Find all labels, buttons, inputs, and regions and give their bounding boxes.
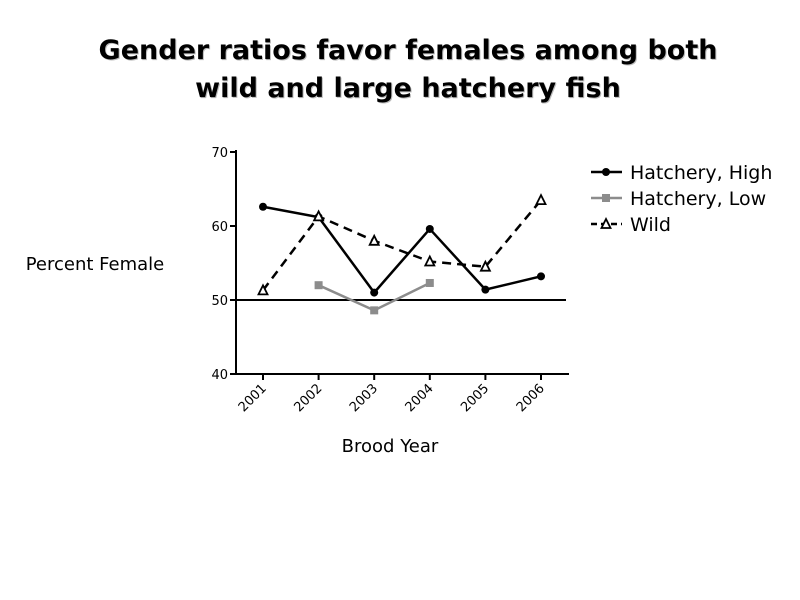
legend-swatch-marker-hatchery-low xyxy=(602,194,610,202)
x-tick-label-2004: 2004 xyxy=(403,381,437,415)
legend-label-hatchery-high: Hatchery, High xyxy=(630,162,772,184)
y-axis-label: Percent Female xyxy=(26,254,165,275)
data-point-hatchery-low-2002 xyxy=(314,281,323,290)
legend-item-wild: Wild xyxy=(591,214,671,236)
legend-label-wild: Wild xyxy=(630,214,671,236)
data-point-hatchery-high-2001 xyxy=(259,202,267,211)
data-point-hatchery-high-2005 xyxy=(481,285,490,294)
series-hatchery-low xyxy=(314,278,434,315)
data-point-wild-2004 xyxy=(423,254,436,267)
legend: Hatchery, High Hatchery, Low Wild xyxy=(591,162,772,236)
y-tick-label-70: 70 xyxy=(211,146,228,161)
x-tick-label-2002: 2002 xyxy=(291,381,325,415)
chart-title-line-2: wild and large hatchery fish xyxy=(195,73,621,104)
series-line-wild xyxy=(262,199,542,292)
series-hatchery-high xyxy=(259,202,545,297)
legend-swatch-marker-wild xyxy=(600,216,612,229)
series-line-hatchery-low xyxy=(318,281,431,312)
x-tick-label-2001: 2001 xyxy=(236,381,270,415)
y-tick-label-40: 40 xyxy=(211,368,228,383)
legend-swatch-marker-hatchery-high xyxy=(602,168,610,176)
series-wild xyxy=(257,193,547,296)
legend-label-hatchery-low: Hatchery, Low xyxy=(630,188,766,210)
chart-title: Gender ratios favor females among both w… xyxy=(0,32,800,108)
legend-item-hatchery-low: Hatchery, Low xyxy=(591,188,766,210)
x-tick-label-2005: 2005 xyxy=(458,381,492,415)
data-point-hatchery-high-2003 xyxy=(370,288,379,297)
data-point-wild-2006 xyxy=(535,193,547,206)
x-tick-label-2003: 2003 xyxy=(347,381,381,415)
axes: 40 50 60 70 2001 2002 2003 2004 2005 2006 xyxy=(211,146,569,415)
x-tick-label-2006: 2006 xyxy=(514,381,548,415)
chart-title-line-1: Gender ratios favor females among both xyxy=(98,35,718,66)
data-point-hatchery-low-2004 xyxy=(425,278,434,287)
y-tick-label-60: 60 xyxy=(211,220,228,235)
data-point-hatchery-high-2006 xyxy=(537,272,545,281)
data-point-hatchery-low-2003 xyxy=(370,306,379,315)
data-point-wild-2005 xyxy=(479,259,492,272)
data-point-hatchery-high-2004 xyxy=(425,224,434,233)
y-tick-label-50: 50 xyxy=(211,294,228,309)
series-line-hatchery-high xyxy=(262,205,542,295)
x-axis-label: Brood Year xyxy=(342,436,439,457)
data-point-wild-2003 xyxy=(368,233,381,246)
series-layer xyxy=(257,193,547,315)
data-point-wild-2002 xyxy=(312,209,325,222)
legend-item-hatchery-high: Hatchery, High xyxy=(591,162,772,184)
data-point-wild-2001 xyxy=(257,283,269,296)
